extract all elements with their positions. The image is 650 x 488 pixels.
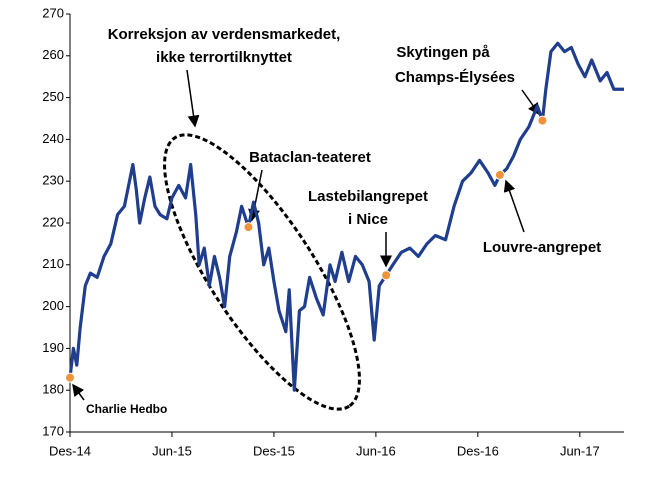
annotation: Champs-Élysées [395,69,515,86]
x-tick-label: Des-16 [457,443,499,458]
x-tick-label: Jun-16 [356,443,396,458]
event-marker [243,222,254,233]
x-tick-label: Jun-15 [152,443,192,458]
y-tick-label: 260 [42,47,64,62]
y-tick-label: 190 [42,340,64,355]
y-tick-label: 240 [42,131,64,146]
y-tick-label: 210 [42,256,64,271]
y-tick-label: 180 [42,382,64,397]
y-tick-label: 270 [42,5,64,20]
annotation: Skytingen på [396,44,490,61]
annotation: Charlie Hedbo [86,402,167,416]
y-tick-label: 200 [42,298,64,313]
annotation: Bataclan-teateret [249,149,371,166]
callout-line: ikke terrortilknyttet [156,49,292,66]
x-tick-label: Jun-17 [560,443,600,458]
y-tick-label: 230 [42,173,64,188]
event-marker [537,115,548,126]
y-tick-label: 170 [42,423,64,438]
event-marker [494,169,505,180]
annotation: Lastebilangrepet [308,188,428,205]
arrows [72,69,540,401]
series-line [68,41,624,392]
event-marker [381,270,392,281]
y-tick-label: 220 [42,214,64,229]
annotation: Louvre-angrepet [483,239,601,256]
annotation: i Nice [348,211,388,228]
correction-ellipse [163,133,361,411]
callout-line: Korreksjon av verdensmarkedet, [108,26,341,43]
x-tick-label: Des-15 [253,443,295,458]
event-marker [65,372,75,383]
y-tick-label: 250 [42,89,64,104]
x-tick-label: Des-14 [49,443,91,458]
